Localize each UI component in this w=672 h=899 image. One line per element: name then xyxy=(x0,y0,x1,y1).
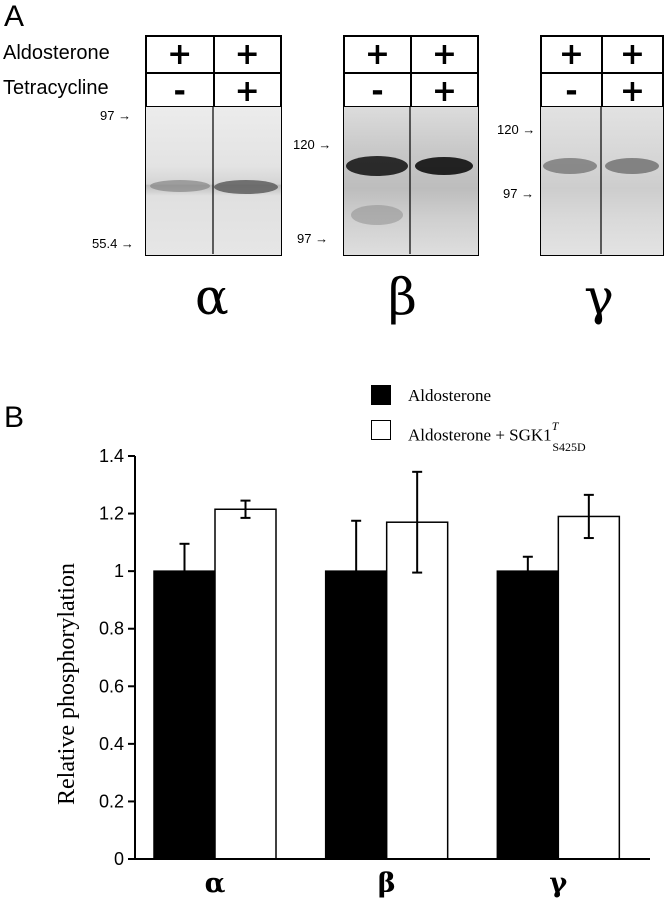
tetracycline-row-label: Tetracycline xyxy=(3,77,109,99)
y-tick-label: 0.4 xyxy=(99,734,124,754)
legend-swatch-combo xyxy=(371,420,391,440)
gamma-tetracycline-lane2: + xyxy=(602,73,663,110)
y-axis: 0 0.2 0.4 0.6 0.8 1 1.2 1.4 xyxy=(99,446,136,869)
gamma-blot-bands xyxy=(543,107,659,254)
legend-combo-superscript: T xyxy=(551,419,559,433)
alpha-marker-bottom: 55.4 → xyxy=(92,236,134,251)
x-axis: α β γ xyxy=(135,858,650,899)
y-tick-label: 0.2 xyxy=(99,791,124,811)
bar-chart: 0 0.2 0.4 0.6 0.8 1 1.2 1.4 α β γ Relative phosph… xyxy=(54,446,650,899)
x-category-label: α xyxy=(205,868,226,899)
beta-tetracycline-lane1: - xyxy=(344,73,411,110)
gamma-tetracycline-lane1: - xyxy=(541,73,602,110)
y-tick-label: 0.6 xyxy=(99,676,124,696)
legend-combo-main: Aldosterone + SGK1 xyxy=(408,425,552,445)
beta-subunit-label: β xyxy=(388,268,417,326)
legend-swatch-aldosterone xyxy=(371,385,391,405)
alpha-tetracycline-lane2: + xyxy=(213,73,281,110)
alpha-marker-top: 97 → xyxy=(100,108,132,123)
gamma-blot-image xyxy=(540,106,664,256)
panel-b-letter: B xyxy=(4,401,25,434)
y-tick-label: 1.2 xyxy=(99,504,124,524)
aldosterone-row-label: Aldosterone xyxy=(3,42,110,64)
x-category-label: β xyxy=(378,868,396,899)
legend-label-aldosterone: Aldosterone xyxy=(408,386,492,405)
alpha-tetracycline-lane1: - xyxy=(146,73,214,110)
bar-aldosterone-sgk1-1 xyxy=(214,508,277,860)
gamma-marker-bottom: 97 → xyxy=(503,186,535,201)
legend-combo-subscript: S425D xyxy=(552,440,586,455)
y-tick-label: 1.4 xyxy=(99,446,124,466)
alpha-blot-bands xyxy=(150,107,278,254)
bars-group xyxy=(153,470,621,860)
legend-label-combo: Aldosterone + SGK1T S425D xyxy=(408,419,586,455)
beta-blot-bands xyxy=(346,107,473,254)
beta-condition-grid: + + - + xyxy=(343,35,479,110)
panel-a-letter: A xyxy=(4,0,25,33)
bar-aldosterone-sgk1-3 xyxy=(557,515,621,860)
beta-tetracycline-lane2: + xyxy=(411,73,478,110)
alpha-blot-image xyxy=(145,106,282,256)
x-category-label: γ xyxy=(549,868,567,899)
gamma-aldosterone-lane2: + xyxy=(602,36,663,73)
bar-aldosterone-1 xyxy=(153,570,216,860)
alpha-aldosterone-lane2: + xyxy=(213,36,281,73)
y-tick-label: 1 xyxy=(114,561,124,581)
bar-aldosterone-sgk1-2 xyxy=(385,521,449,860)
beta-marker-bottom: 97 → xyxy=(297,231,329,246)
beta-blot-image xyxy=(343,106,479,256)
y-tick-label: 0.8 xyxy=(99,619,124,639)
gamma-aldosterone-lane1: + xyxy=(541,36,602,73)
alpha-condition-grid: + + - + xyxy=(145,35,282,110)
y-axis-label: Relative phosphorylation xyxy=(54,563,80,805)
bar-aldosterone-3 xyxy=(496,570,560,860)
beta-aldosterone-lane2: + xyxy=(411,36,478,73)
alpha-aldosterone-lane1: + xyxy=(146,36,214,73)
beta-aldosterone-lane1: + xyxy=(344,36,411,73)
beta-marker-top: 120 → xyxy=(293,137,332,152)
gamma-condition-grid: + + - + xyxy=(540,35,664,110)
alpha-subunit-label: α xyxy=(195,268,229,326)
y-tick-label: 0 xyxy=(114,849,124,869)
gamma-subunit-label: γ xyxy=(584,268,614,326)
gamma-marker-top: 120 → xyxy=(497,122,536,137)
